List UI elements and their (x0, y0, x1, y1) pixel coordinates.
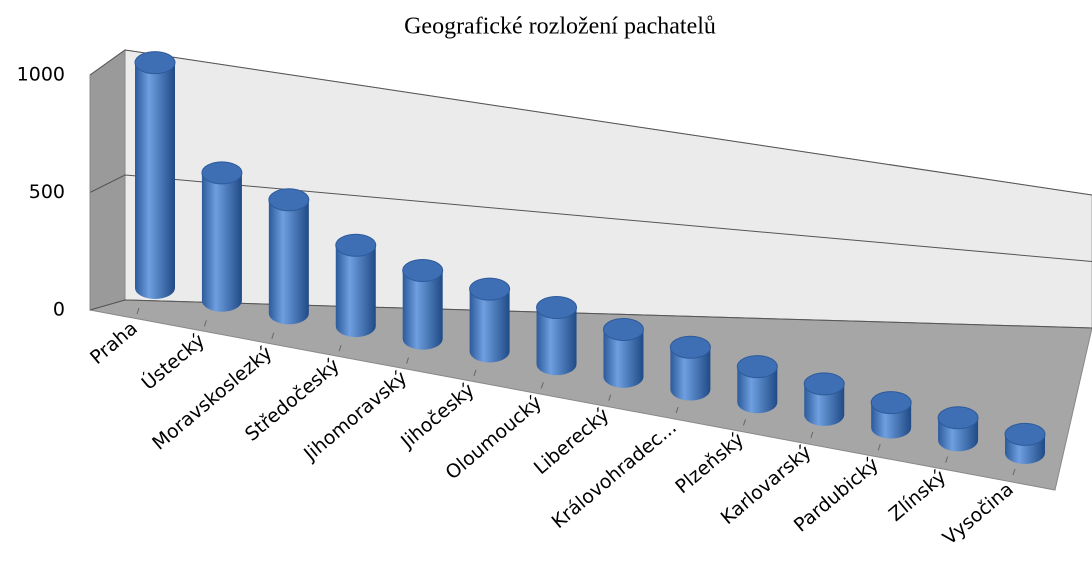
bar (804, 383, 845, 426)
bar (268, 199, 309, 325)
x-tick (136, 307, 140, 315)
bar (135, 62, 175, 299)
bar (1005, 434, 1045, 464)
y-tick-label: 1000 (17, 64, 65, 86)
x-tick-label: Praha (86, 317, 142, 369)
grid-line (89, 49, 1092, 196)
bar-top (937, 406, 979, 430)
bar (402, 270, 443, 350)
bar-top (469, 277, 511, 301)
x-tick (406, 357, 410, 364)
x-tick (1012, 468, 1016, 476)
x-tick (877, 444, 881, 451)
x-tick (271, 332, 275, 339)
x-tick (742, 419, 746, 426)
bar-top (536, 295, 578, 319)
bar-top (402, 258, 444, 282)
x-tick-label: Jihočeský (396, 379, 478, 453)
bar (603, 329, 644, 388)
chart-title: Geografické rozložení pachatelů (404, 14, 716, 40)
bar-top (335, 233, 377, 257)
bar-top (803, 372, 845, 396)
floor (89, 299, 1092, 491)
grid-line (89, 299, 1092, 329)
x-tick-label: Vysočina (939, 478, 1018, 549)
bar (469, 289, 510, 363)
bar-top (134, 51, 176, 75)
bar-top (736, 355, 778, 379)
x-tick (203, 320, 207, 327)
x-tick-label: Liberecký (530, 404, 614, 479)
bar-top (201, 161, 243, 185)
bar (871, 402, 912, 439)
x-tick-label: Zlínský (885, 466, 951, 526)
bar-top (602, 317, 644, 341)
x-tick (540, 382, 544, 389)
bar-top (669, 335, 711, 359)
bar (335, 245, 376, 338)
x-tick (675, 406, 679, 414)
bar-top (268, 188, 310, 212)
bar-top (870, 391, 912, 415)
x-tick-label: Plzeňský (671, 429, 748, 499)
bar (737, 366, 778, 414)
x-tick (608, 394, 612, 401)
side-wall (89, 49, 126, 311)
bar (670, 347, 711, 401)
y-tick-label: 0 (53, 299, 65, 321)
y-tick-label: 500 (29, 181, 65, 203)
x-tick-label: Ústecký (136, 328, 209, 395)
bar (938, 417, 979, 452)
bar (536, 307, 577, 376)
x-tick (338, 344, 342, 352)
bar (201, 172, 242, 312)
bar-top (1004, 422, 1046, 446)
x-tick (473, 369, 477, 377)
x-tick (810, 431, 814, 439)
x-tick (945, 456, 949, 463)
grid-line (89, 174, 1092, 262)
